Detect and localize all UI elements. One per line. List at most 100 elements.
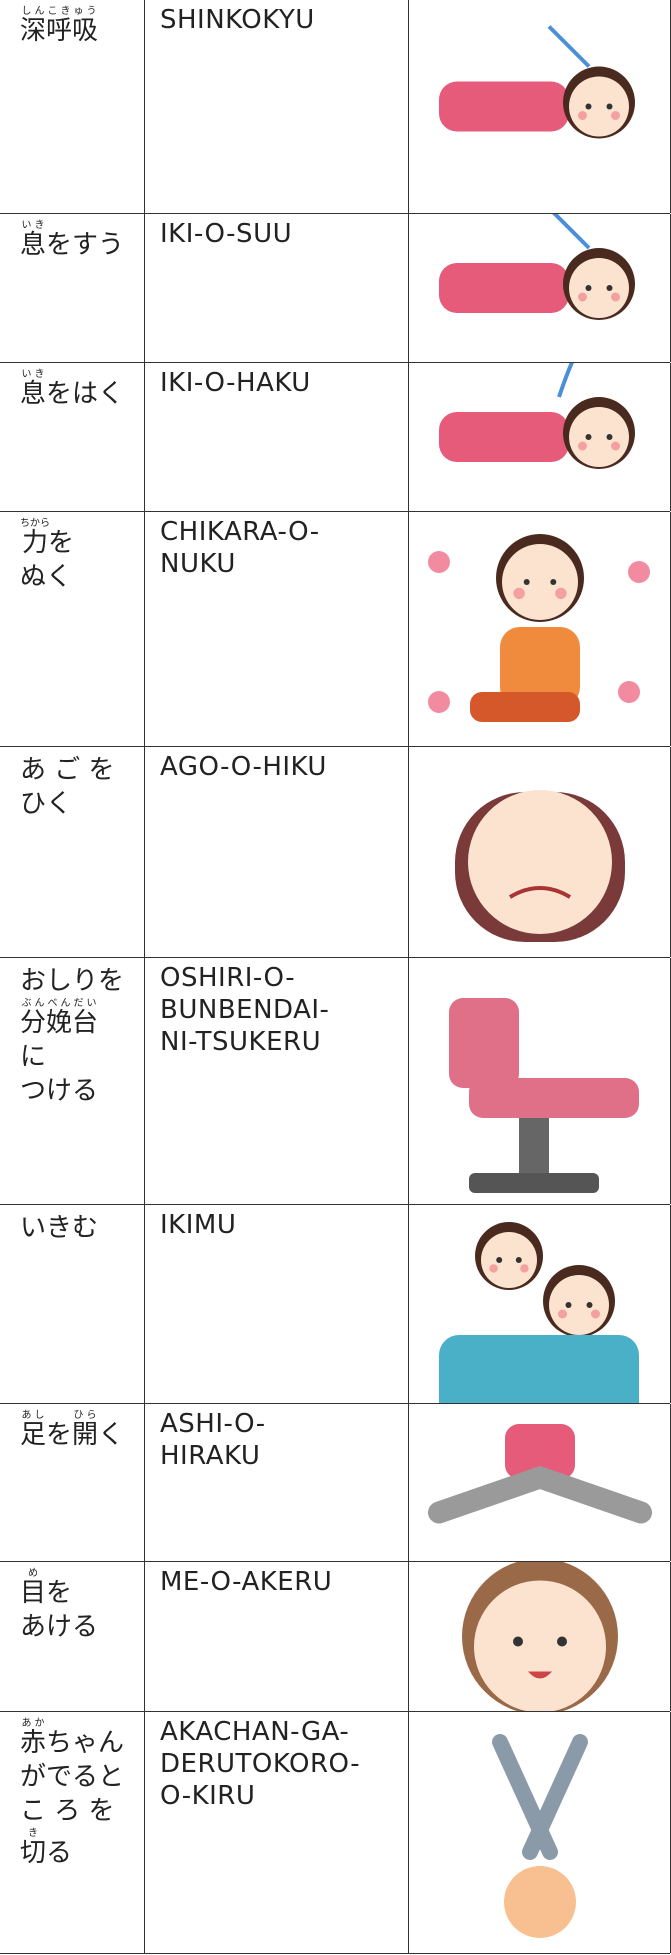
furigana-word: 赤あか [20, 1718, 47, 1758]
furigana-word: 分娩台ぶんべんだい [20, 998, 98, 1038]
table-row: いきむ IKIMU [0, 1205, 671, 1404]
illustration-shape [492, 1734, 588, 1860]
furigana-word: 息いき [20, 220, 46, 260]
kanji: 切 [20, 1838, 47, 1868]
romaji-text: NUKU [160, 549, 236, 579]
illustration-shape [481, 1232, 537, 1288]
romaji-cell: ME-O-AKERU [145, 1562, 409, 1711]
table-row: 赤あかちゃん がでるとこ ろ を切きる AKACHAN-GA- DERUTOKORO-… [0, 1712, 671, 1954]
furigana-word: 深呼吸しんこきゅう [20, 6, 98, 46]
romaji-text: SHINKOKYU [160, 5, 315, 35]
illustration-cell [409, 512, 671, 746]
romaji-cell: IKI-O-HAKU [145, 363, 409, 511]
illustration-shape [439, 263, 569, 313]
japanese-text: る [46, 1838, 73, 1868]
japanese-cell: 足あしを開ひらく [0, 1404, 145, 1561]
illustration-shape [586, 1302, 593, 1308]
furigana: き [20, 1828, 46, 1839]
illustration-cell [409, 958, 671, 1204]
japanese-line: あ ご を [20, 753, 144, 787]
romaji-cell: ASHI-O- HIRAKU [145, 1404, 409, 1561]
illustration-shape [557, 1636, 567, 1647]
illustration-cell [409, 747, 671, 957]
japanese-text: ちゃん [46, 1728, 125, 1758]
japanese-line: 切きる [20, 1828, 144, 1870]
japanese-line: 力ちからを [20, 518, 144, 560]
romaji-cell: IKI-O-SUU [145, 214, 409, 362]
illustration-shape [550, 579, 557, 585]
illustration-shape [469, 1078, 639, 1118]
kanji: 赤 [20, 1728, 47, 1758]
illustration-shape [428, 1465, 652, 1524]
japanese-line: あける [20, 1610, 144, 1644]
japanese-line: つける [20, 1074, 144, 1108]
illustration-shape [474, 1580, 606, 1711]
furigana-word: 切き [20, 1828, 47, 1868]
illustration-shape [468, 790, 612, 934]
romaji-text: CHIKARA-O- [160, 517, 320, 547]
kanji: 開 [72, 1420, 99, 1450]
japanese-line: 赤あかちゃん [20, 1718, 144, 1760]
romaji-text: O-KIRU [160, 1781, 256, 1811]
japanese-line: 目めを [20, 1568, 144, 1610]
japanese-line: 息いきをすう [20, 220, 144, 262]
illustration [439, 214, 635, 320]
illustration [439, 363, 635, 469]
furigana: ぶんべんだい [20, 998, 99, 1009]
illustration-cell [409, 0, 671, 213]
japanese-cell: いきむ [0, 1205, 145, 1403]
japanese-text: をすう [46, 230, 125, 260]
illustration-shape [439, 412, 569, 462]
illustration-shape [578, 441, 587, 451]
romaji-cell: IKIMU [145, 1205, 409, 1403]
illustration-shape [569, 407, 629, 467]
illustration-shape [585, 434, 592, 440]
illustration-shape [547, 25, 591, 68]
illustration [439, 1222, 639, 1403]
illustration-shape [502, 544, 578, 620]
romaji-text: AKACHAN-GA- [160, 1717, 350, 1747]
table-row: 息いきをすう IKI-O-SUU [0, 214, 671, 363]
japanese-cell: 赤あかちゃん がでるとこ ろ を切きる [0, 1712, 145, 1953]
illustration-shape [428, 691, 450, 713]
illustration [492, 1734, 588, 1938]
japanese-text: がでると [20, 1762, 125, 1792]
japanese-cell: 力ちからを ぬく [0, 512, 145, 746]
illustration-shape [523, 579, 530, 585]
illustration-shape [555, 587, 567, 600]
illustration-cell [409, 1562, 671, 1711]
japanese-text: ひく [20, 789, 73, 819]
romaji-cell: SHINKOKYU [145, 0, 409, 213]
furigana: あか [20, 1718, 47, 1729]
romaji-text: IKI-O-HAKU [160, 368, 311, 398]
illustration-shape [519, 1118, 549, 1178]
japanese-text: おしりを [20, 966, 125, 996]
furigana: しんこきゅう [20, 6, 99, 17]
japanese-cell: 深呼吸しんこきゅう [0, 0, 145, 213]
japanese-line: がでると [20, 1760, 144, 1794]
japanese-cell: 息いきをはく [0, 363, 145, 511]
japanese-line: 足あしを開ひらく [20, 1410, 144, 1452]
illustration-shape [558, 1309, 567, 1319]
table-row: あ ご をひく AGO-O-HIKU [0, 747, 671, 958]
furigana-word: 息いき [20, 369, 46, 409]
furigana-word: 足あし [20, 1410, 46, 1450]
illustration-shape [439, 1335, 639, 1403]
japanese-text: つける [20, 1076, 99, 1106]
japanese-line: 深呼吸しんこきゅう [20, 6, 144, 48]
illustration-shape [606, 434, 613, 440]
table-row: おしりを 分娩台ぶんべんだいにつける OSHIRI-O- BUNBENDAI- NI-T… [0, 958, 671, 1205]
furigana: いき [20, 220, 47, 231]
japanese-line: に [20, 1040, 144, 1074]
japanese-text: を [46, 1578, 73, 1608]
illustration-cell [409, 1712, 671, 1953]
illustration [455, 790, 625, 942]
japanese-text: をはく [46, 379, 125, 409]
illustration [428, 1424, 652, 1524]
illustration-shape [585, 285, 592, 291]
romaji-cell: AKACHAN-GA- DERUTOKORO- O-KIRU [145, 1712, 409, 1953]
illustration-shape [628, 561, 650, 583]
illustration-shape [504, 1866, 576, 1938]
illustration [428, 534, 650, 722]
japanese-cell: 息いきをすう [0, 214, 145, 362]
